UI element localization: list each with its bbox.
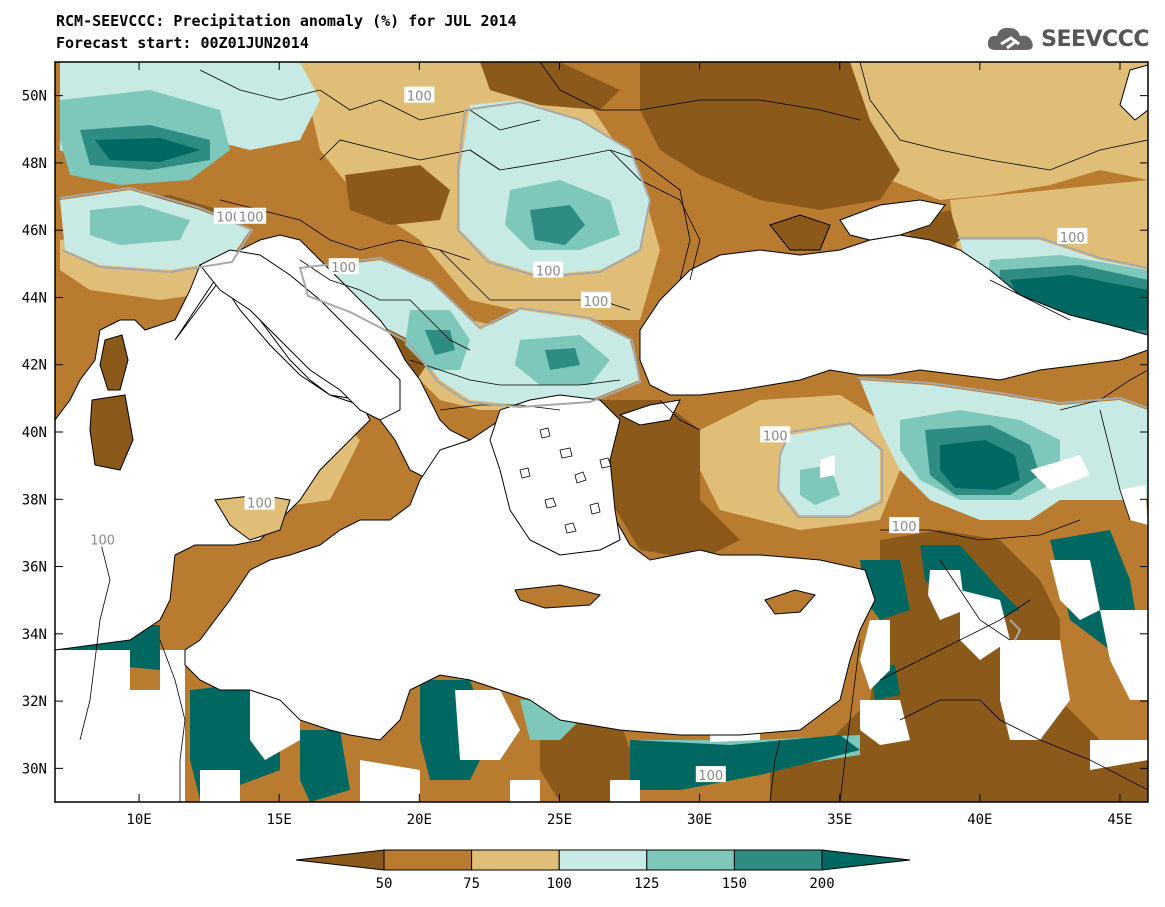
- colorbar-segment-gt200: [821, 849, 911, 871]
- sardinia: [89, 394, 134, 471]
- contour-label: 100: [87, 530, 118, 549]
- lon-tick-label: 25E: [547, 812, 572, 828]
- contour-label-text: 100: [216, 211, 241, 226]
- colorbar-label: 75: [463, 876, 480, 892]
- lon-tick-label: 10E: [126, 812, 151, 828]
- sea-of-azov: [839, 199, 946, 241]
- colorbar-label: 50: [376, 876, 393, 892]
- contour-label-text: 100: [698, 769, 723, 784]
- adriatic-sea: [199, 249, 401, 421]
- contour-label: 100: [404, 86, 435, 105]
- sea-of-marmara: [618, 399, 681, 426]
- map-title: RCM-SEEVCCC: Precipitation anomaly (%) f…: [56, 12, 517, 30]
- lat-tick-label: 38N: [22, 492, 47, 508]
- lat-tick-label: 40N: [22, 425, 47, 441]
- islands: [89, 214, 831, 615]
- colorbar-segment: [558, 849, 648, 871]
- lat-tick-label: 32N: [22, 694, 47, 710]
- contour-label-text: 100: [892, 520, 917, 535]
- colorbar: 50 75 100 125 150 200: [295, 849, 911, 892]
- colorbar-label: 150: [722, 876, 747, 892]
- country-borders: [79, 62, 1148, 802]
- contour-label-text: 100: [763, 429, 788, 444]
- colorbar-label: 200: [809, 876, 834, 892]
- contour-label: 100: [889, 517, 920, 535]
- contour-label: 100: [533, 261, 564, 280]
- colorbar-segment: [733, 849, 823, 871]
- logo-text: SEEVCCC: [1041, 26, 1149, 52]
- contour-100: [59, 100, 1148, 641]
- contour-label-bg: [404, 86, 435, 103]
- contour-label: 100: [1057, 227, 1088, 246]
- lon-tick-label: 15E: [267, 812, 292, 828]
- lon-tick-label: 40E: [967, 812, 992, 828]
- colorbar-segment-lt50: [295, 849, 385, 871]
- contour-label-bg: [889, 517, 920, 534]
- contour-label: 100: [695, 766, 726, 784]
- colorbar-label: 100: [547, 876, 572, 892]
- cyprus: [764, 589, 816, 615]
- lon-tick-label: 45E: [1107, 812, 1132, 828]
- contour-label-bg: [244, 493, 275, 510]
- contour-label: 100: [760, 426, 791, 444]
- colorbar-segment: [383, 849, 473, 871]
- colorbar-segment: [646, 849, 735, 871]
- colorbar-segment: [471, 849, 560, 871]
- contour-label-bg: [580, 291, 611, 308]
- sea-areas: [55, 64, 1148, 741]
- lat-tick-label: 44N: [22, 290, 47, 306]
- contour-label: 100: [580, 291, 611, 310]
- contour-label-text: 100: [239, 211, 264, 226]
- crete: [514, 584, 601, 609]
- contour-label: 100: [328, 258, 359, 276]
- contour-label-bg: [760, 426, 791, 443]
- contour-label-text: 100: [1060, 231, 1085, 246]
- aegean-sea: [489, 394, 621, 556]
- contour-label-text: 100: [90, 534, 115, 549]
- lat-tick-label: 30N: [22, 761, 47, 777]
- contour-label-bg: [236, 207, 267, 224]
- colorbar-label: 125: [634, 876, 659, 892]
- lat-tick-label: 46N: [22, 223, 47, 239]
- crimea: [769, 214, 831, 251]
- lat-tick-label: 36N: [22, 560, 47, 576]
- forecast-start-label: Forecast start: 00Z01JUN2014: [56, 34, 309, 52]
- lon-tick-label: 20E: [407, 812, 432, 828]
- contour-label-text: 100: [583, 295, 608, 310]
- contour-label-bg: [328, 258, 359, 275]
- contour-label-text: 100: [247, 497, 272, 512]
- lat-tick-label: 48N: [22, 156, 47, 172]
- lat-tick-label: 50N: [22, 89, 47, 105]
- corsica: [99, 334, 129, 391]
- contour-label-text: 100: [536, 265, 561, 280]
- contour-label-bg: [695, 766, 726, 783]
- axis-labels: 10E 15E 20E 25E 30E 35E 40E 45E 30N 32N 34N 36N 38N 4…: [22, 62, 1148, 828]
- contour-label-bg: [87, 530, 118, 547]
- caspian-edge: [1119, 64, 1148, 121]
- contour-label-bg: [1057, 227, 1088, 244]
- cloud-icon: [988, 27, 1033, 50]
- black-sea: [639, 234, 1148, 396]
- contour-label-bg: [533, 261, 564, 278]
- aegean-islets: [519, 427, 612, 534]
- contour-label: 100: [244, 493, 275, 512]
- seevccc-logo: SEEVCCC: [985, 22, 1149, 56]
- lat-tick-label: 34N: [22, 627, 47, 643]
- lat-tick-label: 42N: [22, 358, 47, 374]
- lon-tick-label: 30E: [687, 812, 712, 828]
- contour-label-text: 100: [407, 90, 432, 105]
- contour-label-text: 100: [331, 261, 356, 276]
- lon-tick-label: 35E: [827, 812, 852, 828]
- contour-label: 100: [236, 207, 267, 226]
